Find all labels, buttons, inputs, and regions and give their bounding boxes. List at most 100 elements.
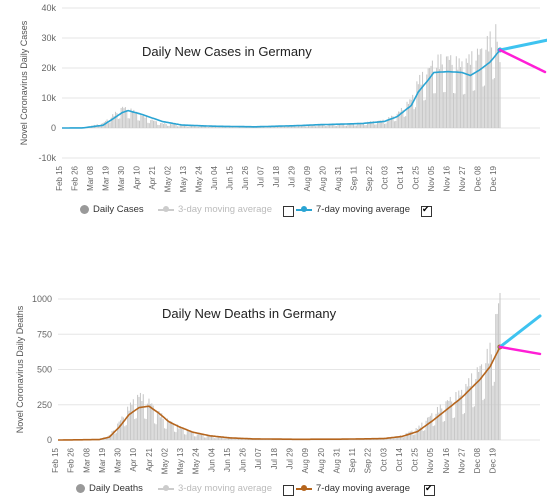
deaths-panel: 0 250 500 750 1000 Feb 15 Feb 26 Mar 08 Mar 19 Ma… bbox=[0, 280, 547, 500]
cases-bar bbox=[182, 124, 184, 128]
deaths-bar bbox=[442, 421, 444, 440]
cases-bar bbox=[313, 124, 315, 128]
cases-chart-title: Daily New Cases in Germany bbox=[142, 44, 312, 59]
deaths-bar bbox=[489, 342, 491, 440]
deaths-bar bbox=[219, 436, 221, 440]
cases-bar bbox=[145, 116, 148, 128]
deaths-bar bbox=[448, 400, 450, 440]
legend-ma7-deaths[interactable]: 7-day moving average bbox=[296, 483, 410, 494]
deaths-bar bbox=[475, 378, 477, 440]
deaths-bar bbox=[414, 434, 416, 440]
cases-bar bbox=[341, 123, 343, 128]
cases-bar bbox=[383, 123, 386, 128]
cases-bar bbox=[361, 122, 363, 128]
deaths-bar bbox=[394, 438, 396, 440]
legend-ma7-cases[interactable]: 7-day moving average bbox=[296, 204, 410, 215]
cases-bar bbox=[183, 125, 186, 128]
cases-xtick-label: Mar 19 bbox=[101, 165, 110, 190]
legend-daily-cases[interactable]: Daily Cases bbox=[80, 204, 144, 215]
cases-bar bbox=[375, 124, 377, 128]
cases-bar bbox=[337, 124, 339, 128]
cases-xtick-label: May 13 bbox=[179, 165, 188, 192]
ma3-cases-checkbox[interactable] bbox=[283, 206, 294, 217]
deaths-bar bbox=[165, 428, 167, 440]
cases-bar bbox=[314, 126, 317, 128]
legend-ma3-cases[interactable]: 3-day moving average bbox=[158, 204, 272, 215]
deaths-xtick-label: May 02 bbox=[160, 447, 169, 474]
cases-ytick-label: 10k bbox=[41, 93, 56, 103]
cases-bar bbox=[391, 115, 393, 128]
ma7-deaths-checkbox[interactable] bbox=[424, 483, 435, 496]
cases-bar bbox=[444, 92, 446, 128]
cases-bar bbox=[222, 126, 224, 128]
deaths-bar bbox=[486, 348, 488, 440]
cases-projection-down-line bbox=[498, 48, 547, 74]
deaths-bar bbox=[168, 420, 170, 440]
deaths-bar bbox=[449, 396, 451, 440]
cases-bar bbox=[468, 54, 470, 129]
deaths-bar bbox=[189, 430, 191, 440]
deaths-bar bbox=[169, 421, 171, 440]
deaths-bar bbox=[125, 425, 127, 440]
deaths-bar bbox=[409, 431, 411, 440]
cases-bar bbox=[402, 110, 404, 128]
deaths-bar bbox=[391, 437, 393, 440]
deaths-bar bbox=[215, 438, 217, 440]
cases-bar bbox=[362, 122, 364, 128]
cases-bar bbox=[143, 115, 145, 128]
deaths-bar bbox=[202, 434, 204, 440]
cases-bar bbox=[498, 51, 500, 128]
cases-bar bbox=[451, 64, 453, 128]
cases-bar bbox=[479, 49, 481, 129]
cases-bar bbox=[495, 24, 497, 129]
deaths-bar bbox=[415, 428, 417, 440]
cases-ytick-label: 30k bbox=[41, 33, 56, 43]
cases-bar bbox=[493, 78, 495, 128]
deaths-bar bbox=[385, 438, 387, 440]
legend-ma3-deaths[interactable]: 3-day moving average bbox=[158, 483, 272, 494]
deaths-bar bbox=[407, 433, 409, 440]
cases-bar bbox=[276, 126, 279, 128]
cases-bar bbox=[462, 94, 464, 128]
deaths-bar bbox=[122, 417, 124, 440]
deaths-xtick-label: Apr 10 bbox=[129, 447, 138, 471]
deaths-bar bbox=[115, 432, 117, 440]
legend-ma3-deaths-swatch bbox=[158, 484, 174, 491]
deaths-bar bbox=[401, 436, 403, 440]
cases-bar bbox=[206, 127, 208, 128]
deaths-bar bbox=[482, 400, 484, 440]
cases-xtick-label: Apr 21 bbox=[148, 165, 157, 189]
ma7-cases-checkbox[interactable] bbox=[421, 204, 432, 217]
cases-ytick-label: 20k bbox=[41, 63, 56, 73]
deaths-bar bbox=[149, 403, 151, 440]
cases-bar bbox=[162, 123, 164, 128]
cases-bar bbox=[129, 118, 131, 128]
deaths-xtick-label: Jun 26 bbox=[239, 447, 248, 472]
deaths-legend: Daily Deaths 3-day moving average 7-day … bbox=[0, 483, 547, 497]
cases-bar bbox=[133, 109, 135, 128]
cases-bar bbox=[303, 125, 305, 128]
deaths-bar bbox=[473, 406, 475, 440]
cases-bar bbox=[436, 67, 438, 128]
deaths-xtick-label: Oct 14 bbox=[395, 447, 404, 471]
deaths-bar bbox=[412, 434, 414, 440]
cases-bar bbox=[161, 122, 163, 128]
cases-bar bbox=[169, 123, 171, 128]
cases-bar bbox=[310, 124, 312, 128]
cases-bar bbox=[175, 124, 177, 128]
cases-bar bbox=[343, 123, 345, 128]
legend-ma3-swatch bbox=[158, 205, 174, 212]
cases-bar bbox=[210, 126, 212, 128]
deaths-bar bbox=[455, 392, 457, 440]
deaths-bar bbox=[493, 381, 495, 440]
cases-bar bbox=[354, 125, 356, 128]
deaths-bar bbox=[118, 421, 120, 440]
deaths-bar bbox=[152, 405, 154, 440]
cases-bar bbox=[327, 124, 329, 128]
cases-bar bbox=[491, 47, 493, 128]
deaths-bar bbox=[498, 303, 500, 440]
ma3-deaths-checkbox[interactable] bbox=[283, 485, 294, 496]
cases-ytick-label: -10k bbox=[38, 153, 56, 163]
legend-daily-deaths[interactable]: Daily Deaths bbox=[76, 483, 143, 494]
deaths-bar bbox=[456, 399, 458, 440]
